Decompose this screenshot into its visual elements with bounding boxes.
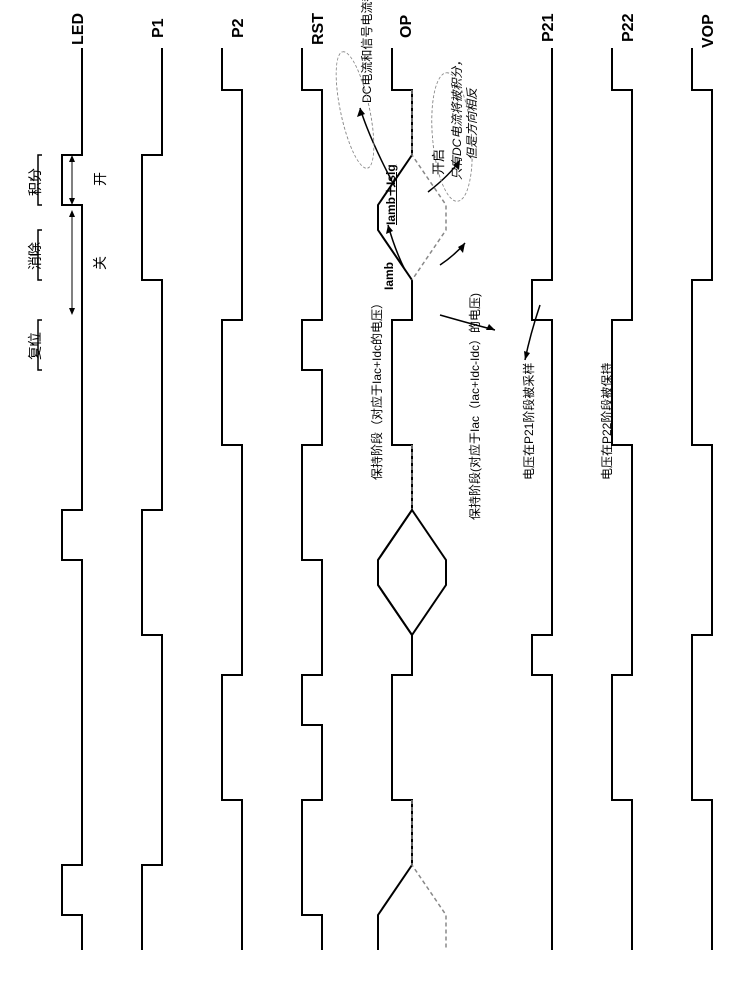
rst-label: RST bbox=[310, 13, 328, 45]
phase-reset: 复位 bbox=[25, 332, 45, 360]
phase-off: 关 bbox=[90, 256, 110, 270]
p21-label: P21 bbox=[540, 14, 558, 42]
anno-sampled: 电压在P21阶段被采样 bbox=[520, 363, 537, 480]
op-dashed-2 bbox=[412, 445, 446, 635]
p22-wave bbox=[612, 48, 632, 950]
phase-erase: 消除 bbox=[25, 242, 45, 270]
vop-wave bbox=[692, 48, 712, 950]
anno-iamb-isig: Iamb＋Isig bbox=[382, 164, 399, 225]
rst-wave bbox=[302, 48, 322, 950]
op-label: OP bbox=[398, 15, 416, 38]
op-dashed-3 bbox=[412, 800, 446, 950]
anno-held: 电压在P22阶段被保持 bbox=[598, 363, 615, 480]
op-diamond bbox=[378, 510, 446, 635]
timing-diagram: LED P1 P2 RST OP P21 P22 VOP 积分 消除 复位 开 … bbox=[0, 0, 752, 1000]
p1-label: P1 bbox=[150, 18, 168, 38]
waveforms-svg bbox=[0, 0, 752, 1000]
led-label: LED bbox=[70, 13, 88, 45]
phase-on: 开 bbox=[90, 172, 110, 186]
p22-label: P22 bbox=[620, 14, 638, 42]
anno-iamb: Iamb bbox=[382, 262, 396, 290]
p1-wave bbox=[142, 48, 162, 950]
phase-integrate: 积分 bbox=[25, 168, 45, 196]
p2-wave bbox=[222, 48, 242, 950]
p21-wave bbox=[532, 48, 552, 950]
anno-hold1: 保持阶段（对应于Iac+Idc的电压） bbox=[368, 297, 385, 480]
vop-label: VOP bbox=[700, 14, 718, 48]
p2-label: P2 bbox=[230, 18, 248, 38]
anno-hold2: 保持阶段(对应于Iac（Iac+Idc-Idc）的电压) bbox=[466, 293, 483, 520]
